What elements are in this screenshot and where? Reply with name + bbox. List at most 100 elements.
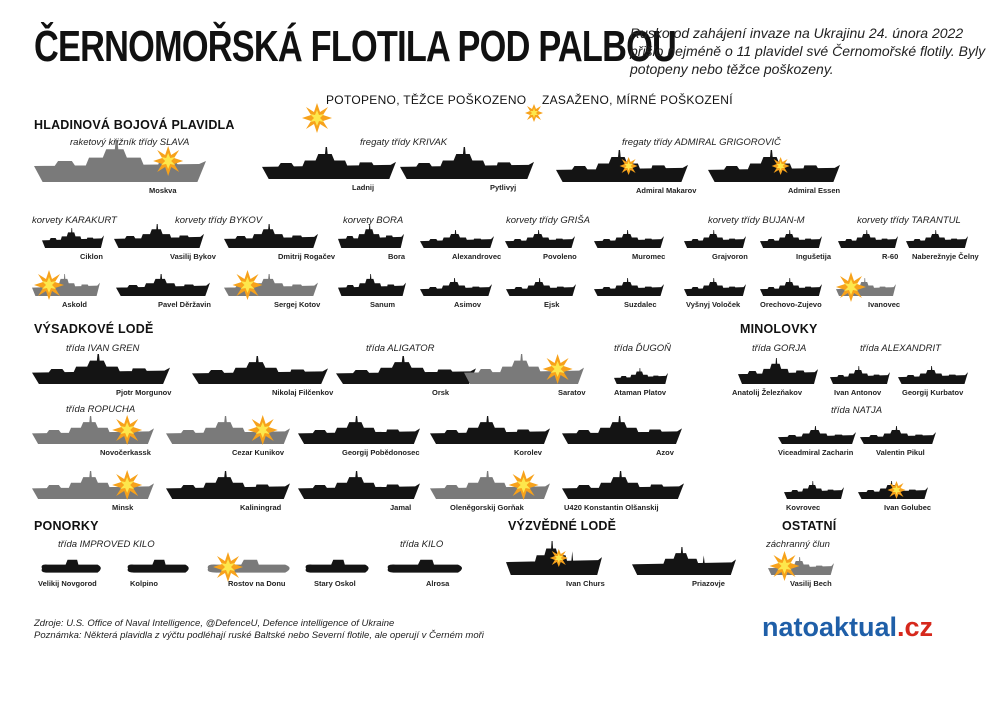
ship-povoleno	[505, 230, 575, 248]
sunk-burst-icon	[34, 270, 64, 300]
ship-label-kaliningrad: Kaliningrad	[240, 503, 282, 512]
ship-silhouette-ingusetija	[760, 230, 822, 248]
ship-label-pjotr-morgunov: Pjotr Morgunov	[116, 388, 172, 397]
ship-rostov-na-donu	[207, 552, 290, 582]
ship-label-azov: Azov	[656, 448, 674, 457]
class-slava: raketový křižník třídy SLAVA	[70, 137, 190, 148]
class-krivak: fregaty třídy KRIVAK	[360, 137, 448, 148]
sunk-burst-icon	[542, 354, 573, 384]
sunk-burst-icon	[213, 552, 243, 582]
ship-bora	[338, 224, 404, 248]
ship-silhouette-povoleno	[505, 230, 575, 248]
ship-r-60	[838, 230, 898, 248]
ship-pjotr-morgunov	[32, 354, 170, 384]
ship-silhouette-kaliningrad	[166, 471, 290, 499]
ship-anatolij-zeleznakov	[738, 358, 818, 384]
ship-stary-oskol	[305, 559, 369, 573]
brand-logo[interactable]: natoaktual.cz	[762, 612, 933, 643]
ship-silhouette-nikolaj-filcenkov	[192, 356, 328, 384]
ship-silhouette-alrosa	[387, 559, 462, 573]
ship-label-minsk: Minsk	[112, 503, 134, 512]
ship-alexandrovec	[420, 230, 494, 248]
ship-label-novocerkassk: Novočerkassk	[100, 448, 151, 457]
ship-olenegorskij-gornak	[430, 470, 550, 500]
ship-label-r-60: R-60	[882, 252, 899, 261]
ship-ivanovec	[836, 272, 896, 302]
ship-label-velikij-novgorod: Velikij Novgorod	[38, 579, 97, 588]
ship-label-ladnij: Ladnij	[352, 183, 375, 192]
ship-label-orsk: Orsk	[432, 388, 450, 397]
ship-label-povoleno: Povoleno	[543, 252, 577, 261]
ship-silhouette-jamal	[298, 471, 420, 499]
ship-label-asimov: Asimov	[454, 300, 482, 309]
class-gorja: třída GORJA	[752, 343, 807, 354]
ship-label-ataman-platov: Ataman Platov	[614, 388, 667, 397]
ship-azov	[562, 416, 682, 444]
source-note: Zdroje: U.S. Office of Naval Intelligenc…	[34, 618, 395, 629]
ship-admiral-essen	[708, 150, 840, 182]
ship-asimov	[420, 278, 492, 296]
ship-orechovo-zujevo	[760, 278, 822, 296]
ship-silhouette-priazovje	[632, 547, 736, 575]
ship-label-kovrovec: Kovrovec	[786, 503, 821, 512]
ship-label-moskva: Moskva	[149, 186, 177, 195]
class-improved-kilo: třída IMPROVED KILO	[58, 539, 155, 550]
ship-silhouette-orsk	[336, 356, 476, 384]
ship-grajvoron	[684, 230, 746, 248]
ship-vasilij-bech	[768, 551, 834, 581]
hit-burst-icon	[887, 481, 906, 499]
sunk-burst-icon	[112, 415, 143, 445]
ship-silhouette-suzdalec	[594, 278, 664, 296]
ship-label-sergej-kotov: Sergej Kotov	[274, 300, 321, 309]
ship-label-bora: Bora	[388, 252, 406, 261]
class-rescue-boat: záchranný člun	[766, 539, 830, 550]
ship-silhouette-saratov	[464, 354, 584, 384]
class-grigorovic: fregaty třídy ADMIRAL GRIGOROVIČ	[622, 137, 781, 148]
ship-moskva	[34, 140, 206, 182]
ship-label-viceadmiral-zacharin: Viceadmiral Zacharin	[778, 448, 854, 457]
ship-label-ingusetija: Ingušetija	[796, 252, 832, 261]
ship-label-orechovo-zujevo: Orechovo-Zujevo	[760, 300, 822, 309]
ship-silhouette-valentin-pikul	[860, 426, 936, 444]
ship-label-ejsk: Ejsk	[544, 300, 560, 309]
class-grisa: korvety třídy GRIŠA	[506, 215, 590, 226]
ship-sergej-kotov	[224, 270, 318, 300]
ship-label-vasilij-bech: Vasilij Bech	[790, 579, 832, 588]
ship-suzdalec	[594, 278, 664, 296]
ship-label-ivan-antonov: Ivan Antonov	[834, 388, 882, 397]
ship-jamal	[298, 471, 420, 499]
ship-silhouette-vysnyj-volocek	[684, 278, 746, 296]
class-kilo: třída KILO	[400, 539, 444, 550]
sunk-burst-icon	[112, 470, 143, 500]
hit-burst-icon	[619, 157, 638, 175]
ship-ejsk	[506, 278, 576, 296]
ship-label-saratov: Saratov	[558, 388, 586, 397]
ship-valentin-pikul	[860, 426, 936, 444]
ship-alrosa	[387, 559, 462, 573]
section-landing: VÝSADKOVÉ LODĚ	[34, 322, 154, 336]
ship-label-nabereznyje-celny: Naberežnyje Čelny	[912, 252, 979, 261]
ship-silhouette-korolev	[430, 416, 550, 444]
ship-silhouette-grajvoron	[684, 230, 746, 248]
ship-label-ciklon: Ciklon	[80, 252, 103, 261]
ship-ladnij	[262, 147, 396, 179]
ship-nikolaj-filcenkov	[192, 356, 328, 384]
remark-note: Poznámka: Některá plavidla z výčtu podlé…	[34, 630, 484, 641]
section-other: OSTATNÍ	[782, 519, 837, 533]
ship-minsk	[32, 470, 154, 500]
ship-silhouette-kovrovec	[784, 481, 844, 499]
ship-silhouette-nabereznyje-celny	[906, 230, 968, 248]
ship-label-georgij-pobedonosec: Georgij Pobědonosec	[342, 448, 420, 457]
ship-silhouette-u420-konstantin-olsanskij	[562, 471, 684, 499]
ship-label-anatolij-zeleznakov: Anatolij Železňakov	[732, 388, 803, 397]
ship-ataman-platov	[614, 368, 668, 384]
ship-admiral-makarov	[556, 150, 688, 182]
ship-velikij-novgorod	[41, 559, 101, 573]
sunk-burst-icon	[153, 146, 184, 176]
page-title: ČERNOMOŘSKÁ FLOTILA POD PALBOU	[34, 22, 677, 71]
ship-kovrovec	[784, 481, 844, 499]
ship-label-nikolaj-filcenkov: Nikolaj Filčenkov	[272, 388, 334, 397]
ship-label-rostov-na-donu: Rostov na Donu	[228, 579, 286, 588]
intro-text: Rusko od zahájení invaze na Ukrajinu 24.…	[630, 25, 986, 77]
class-bujan: korvety třídy BUJAN-M	[708, 215, 805, 226]
